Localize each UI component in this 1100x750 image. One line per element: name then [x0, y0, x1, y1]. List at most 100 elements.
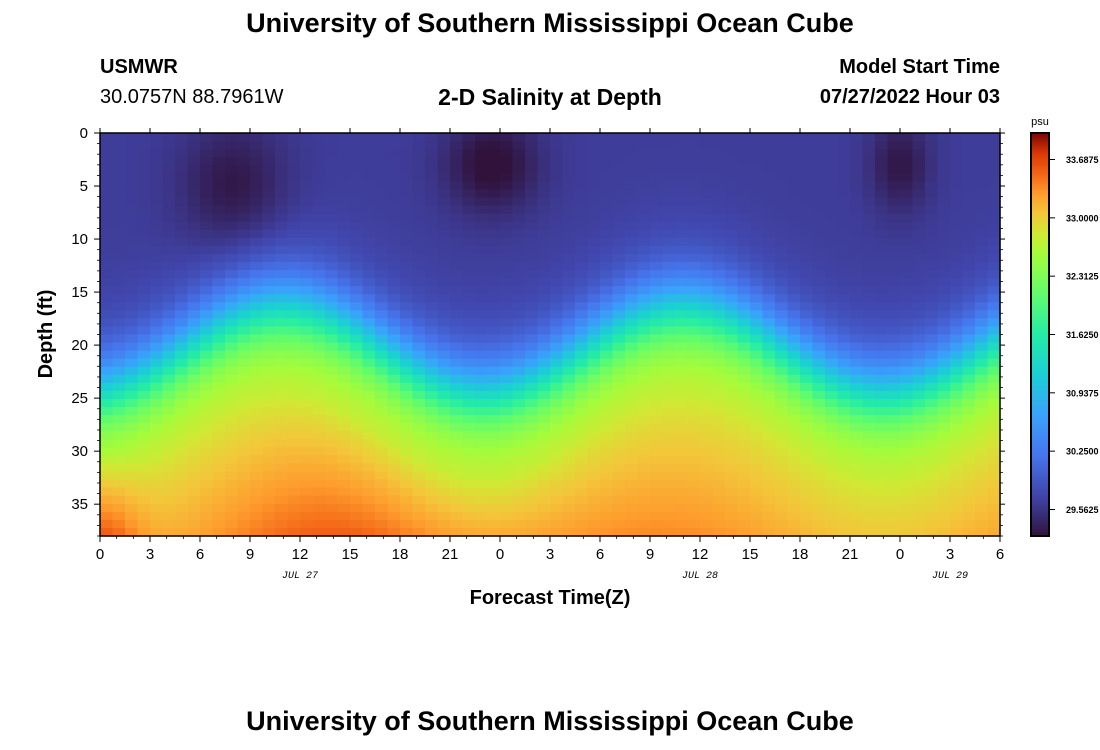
- heatmap-cell: [112, 286, 126, 295]
- heatmap-cell: [475, 270, 489, 279]
- heatmap-cell: [600, 181, 614, 191]
- heatmap-cell: [587, 455, 601, 465]
- heatmap-cell: [287, 149, 301, 158]
- heatmap-cell: [575, 221, 589, 231]
- heatmap-cell: [675, 447, 689, 456]
- heatmap-cell: [300, 503, 314, 513]
- heatmap-cell: [412, 511, 426, 521]
- heatmap-cell: [862, 270, 876, 279]
- heatmap-cell: [687, 133, 701, 142]
- heatmap-cell: [375, 253, 389, 263]
- heatmap-cell: [737, 439, 751, 448]
- heatmap-cell: [587, 495, 601, 505]
- heatmap-cell: [825, 133, 839, 142]
- heatmap-cell: [262, 302, 276, 311]
- heatmap-cell: [650, 173, 664, 182]
- heatmap-cell: [662, 213, 676, 223]
- heatmap-cell: [487, 205, 501, 215]
- heatmap-cell: [387, 261, 401, 271]
- heatmap-cell: [687, 407, 701, 416]
- heatmap-cell: [225, 398, 239, 408]
- heatmap-cell: [975, 415, 989, 424]
- heatmap-cell: [187, 318, 201, 328]
- heatmap-cell: [825, 294, 839, 303]
- heatmap-cell: [225, 189, 239, 199]
- heatmap-cell: [812, 423, 826, 432]
- heatmap-cell: [950, 253, 964, 263]
- heatmap-cell: [425, 310, 439, 319]
- heatmap-cell: [687, 229, 701, 239]
- heatmap-cell: [537, 471, 551, 481]
- heatmap-cell: [600, 189, 614, 199]
- heatmap-cell: [837, 382, 851, 392]
- heatmap-cell: [412, 487, 426, 497]
- heatmap-cell: [200, 294, 214, 303]
- heatmap-cell: [812, 157, 826, 166]
- heatmap-cell: [137, 423, 151, 432]
- heatmap-cell: [487, 398, 501, 408]
- heatmap-cell: [300, 261, 314, 271]
- heatmap-cell: [825, 205, 839, 215]
- heatmap-cell: [412, 447, 426, 456]
- heatmap-cell: [825, 390, 839, 400]
- heatmap-cell: [712, 270, 726, 279]
- heatmap-cell: [612, 342, 626, 352]
- heatmap-cell: [950, 141, 964, 150]
- heatmap-cell: [612, 165, 626, 174]
- heatmap-cell: [925, 294, 939, 303]
- heatmap-cell: [712, 463, 726, 473]
- heatmap-cell: [387, 189, 401, 199]
- heatmap-cell: [387, 471, 401, 481]
- heatmap-cell: [437, 245, 451, 255]
- heatmap-cell: [587, 382, 601, 392]
- heatmap-cell: [287, 165, 301, 174]
- heatmap-cell: [625, 213, 639, 223]
- heatmap-cell: [687, 213, 701, 223]
- heatmap-cell: [675, 173, 689, 182]
- heatmap-cell: [450, 350, 464, 360]
- heatmap-cell: [212, 415, 226, 424]
- heatmap-cell: [475, 302, 489, 311]
- heatmap-cell: [812, 270, 826, 279]
- heatmap-cell: [362, 519, 376, 529]
- heatmap-cell: [912, 261, 926, 271]
- heatmap-cell: [850, 270, 864, 279]
- heatmap-cell: [812, 350, 826, 360]
- heatmap-cell: [425, 302, 439, 311]
- heatmap-cell: [362, 302, 376, 311]
- heatmap-cell: [612, 511, 626, 521]
- heatmap-cell: [500, 390, 514, 400]
- heatmap-cell: [237, 374, 251, 384]
- heatmap-cell: [500, 358, 514, 368]
- heatmap-cell: [987, 398, 1001, 408]
- heatmap-cell: [762, 495, 776, 505]
- heatmap-cell: [987, 495, 1001, 505]
- heatmap-cell: [625, 495, 639, 505]
- heatmap-cell: [162, 245, 176, 255]
- heatmap-cell: [700, 495, 714, 505]
- heatmap-cell: [850, 205, 864, 215]
- heatmap-cell: [837, 366, 851, 376]
- heatmap-cell: [662, 221, 676, 231]
- heatmap-cell: [700, 407, 714, 416]
- heatmap-cell: [662, 342, 676, 352]
- heatmap-cell: [775, 366, 789, 376]
- heatmap-cell: [500, 141, 514, 150]
- heatmap-cell: [137, 294, 151, 303]
- heatmap-cell: [475, 527, 489, 537]
- heatmap-cell: [350, 261, 364, 271]
- heatmap-cell: [750, 495, 764, 505]
- heatmap-cell: [250, 415, 264, 424]
- heatmap-cell: [775, 398, 789, 408]
- heatmap-cell: [925, 511, 939, 521]
- heatmap-cell: [450, 415, 464, 424]
- heatmap-cell: [512, 326, 526, 336]
- heatmap-cell: [700, 511, 714, 521]
- heatmap-cell: [712, 133, 726, 142]
- heatmap-cell: [600, 245, 614, 255]
- heatmap-cell: [400, 487, 414, 497]
- heatmap-cells: [100, 133, 1001, 537]
- heatmap-cell: [775, 471, 789, 481]
- heatmap-cell: [737, 366, 751, 376]
- heatmap-cell: [187, 382, 201, 392]
